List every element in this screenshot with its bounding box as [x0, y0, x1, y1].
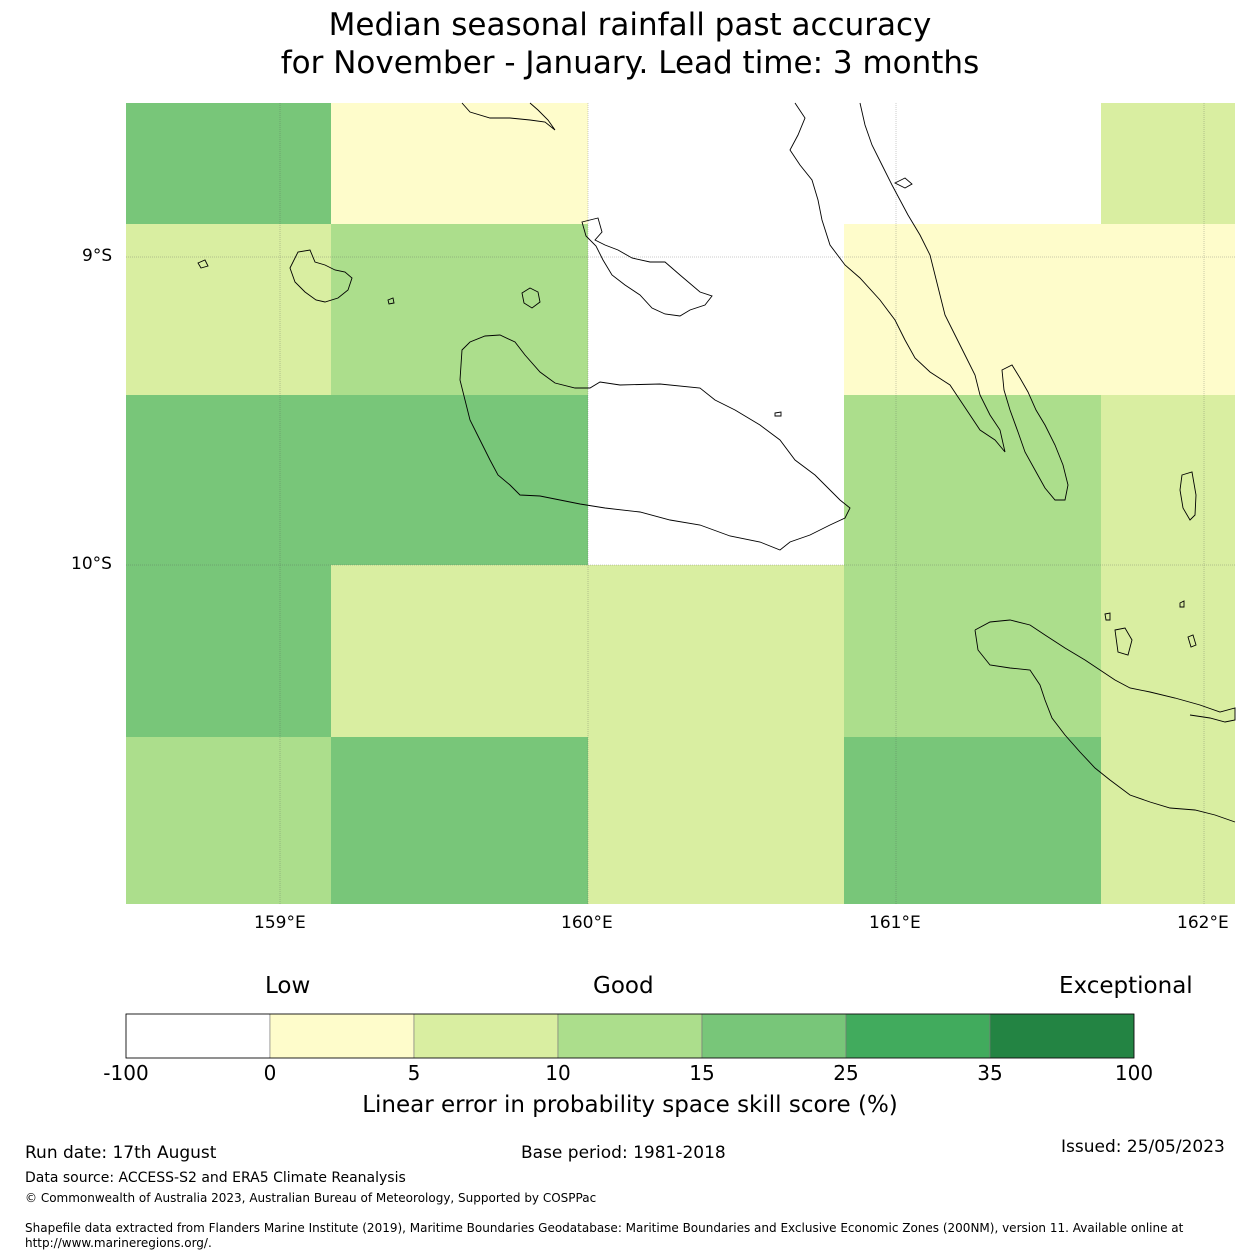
data-source: Data source: ACCESS-S2 and ERA5 Climate … [25, 1170, 406, 1186]
colorbar-block [125, 1013, 271, 1059]
issued-date: Issued: 25/05/2023 [1061, 1137, 1225, 1157]
colorbar-tick: 25 [833, 1061, 859, 1085]
colorbar-axis-label: Linear error in probability space skill … [362, 1092, 898, 1118]
colorbar [125, 1013, 1135, 1059]
coastline-top-left-island [461, 102, 556, 131]
shapefile-credit-line-2: http://www.marineregions.org/. [25, 1236, 212, 1250]
lon-label-162e: 162°E [1177, 913, 1229, 933]
colorbar-tick: 5 [407, 1061, 421, 1085]
grid-cell [588, 395, 844, 565]
coastline-malaita [1001, 364, 1069, 501]
colorbar-tick: 35 [977, 1061, 1003, 1085]
coastline-russell-islands [289, 249, 353, 303]
run-date: Run date: 17th August [25, 1143, 217, 1163]
coastline-santa-isabel [789, 102, 1006, 453]
grid-cell [588, 737, 844, 904]
coastline-makira [974, 619, 1236, 823]
colorbar-block [413, 1013, 559, 1059]
grid-cell [1101, 737, 1235, 904]
colorbar-tick: 0 [263, 1061, 277, 1085]
colorbar-block [701, 1013, 847, 1059]
grid-cell [331, 565, 588, 737]
coastline-florida-islands [581, 217, 713, 317]
grid-cell [1101, 103, 1235, 224]
grid-cell [1101, 565, 1235, 737]
grid-cell [126, 224, 331, 395]
coastline-islet-g [1179, 600, 1185, 608]
colorbar-blocks [125, 1013, 1135, 1059]
coastline-islet-c [387, 297, 395, 305]
coastline-guadalcanal [459, 334, 851, 551]
coastline-islet-d [774, 411, 782, 417]
skill-grid [126, 103, 1235, 904]
grid-cell [126, 103, 331, 224]
coastline-islet-e [1114, 627, 1133, 656]
coastline-small-top [893, 177, 913, 189]
graticule [126, 103, 1235, 904]
coastline-islet-a [197, 259, 209, 269]
colorbar-block [845, 1013, 991, 1059]
grid-cell [126, 565, 331, 737]
colorbar-tick: 15 [689, 1061, 715, 1085]
grid-cell [1101, 224, 1235, 395]
grid-cell [844, 565, 1101, 737]
colorbar-block [557, 1013, 703, 1059]
lon-label-161e: 161°E [869, 913, 921, 933]
lon-label-159e: 159°E [254, 913, 306, 933]
base-period: Base period: 1981-2018 [521, 1143, 726, 1163]
grid-cell [1101, 395, 1235, 565]
colorbar-label-low: Low [265, 973, 311, 999]
copyright: © Commonwealth of Australia 2023, Austra… [25, 1191, 597, 1205]
lat-label-9s: 9°S [82, 246, 113, 266]
grid-cell [331, 737, 588, 904]
grid-cell [844, 395, 1101, 565]
coastline-islet-b [521, 287, 541, 309]
colorbar-tick: 10 [545, 1061, 571, 1085]
title-line-2: for November - January. Lead time: 3 mon… [280, 45, 980, 81]
colorbar-frame [125, 1013, 1135, 1059]
colorbar-label-good: Good [593, 973, 654, 999]
colorbar-block [269, 1013, 415, 1059]
grid-cell [126, 395, 331, 565]
grid-cell [844, 737, 1101, 904]
shapefile-credit-line-1: Shapefile data extracted from Flanders M… [25, 1221, 1184, 1235]
title-line-1: Median seasonal rainfall past accuracy [328, 7, 932, 43]
grid-cell [331, 395, 588, 565]
lon-label-160e: 160°E [561, 913, 613, 933]
grid-cell [588, 103, 844, 224]
grid-cell [844, 103, 1101, 224]
grid-cell [331, 224, 588, 395]
colorbar-tick: 100 [1114, 1061, 1154, 1085]
coastlines [197, 102, 1236, 823]
colorbar-label-exceptional: Exceptional [1059, 973, 1193, 999]
coastline-small-right-island [1179, 471, 1197, 521]
grid-cell [126, 737, 331, 904]
colorbar-block [989, 1013, 1135, 1059]
grid-cell [588, 565, 844, 737]
map-title: Median seasonal rainfall past accuracy f… [0, 6, 1260, 82]
coastline-islet-f [1104, 612, 1111, 621]
grid-cell [331, 103, 588, 224]
colorbar-tick: -100 [103, 1061, 149, 1085]
coastline-islet-h [1187, 634, 1197, 648]
lat-label-10s: 10°S [71, 554, 112, 574]
grid-cell [588, 224, 844, 395]
